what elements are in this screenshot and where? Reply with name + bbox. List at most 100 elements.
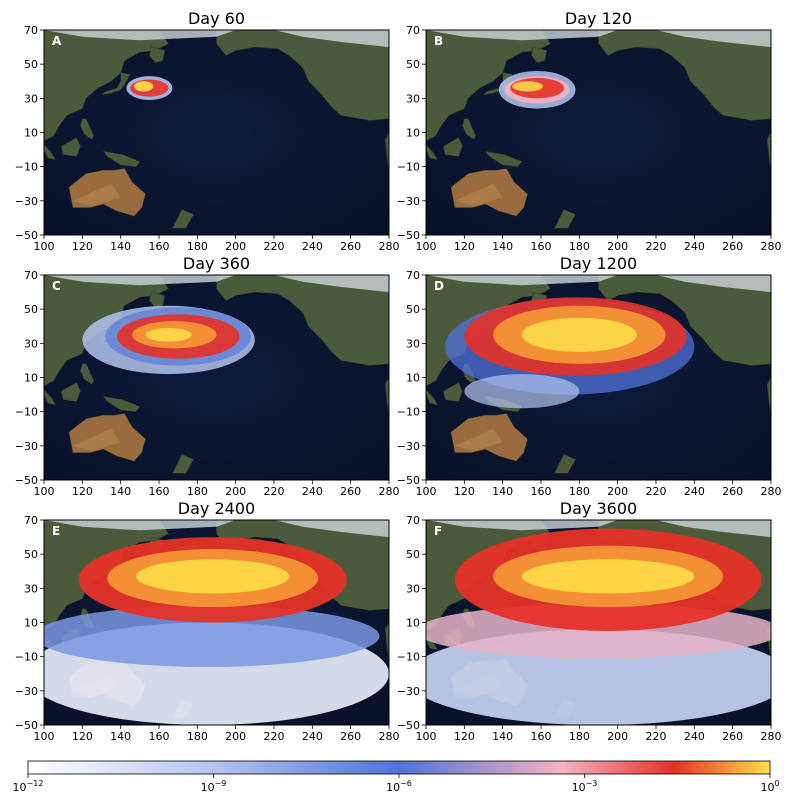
x-tick-label: 200 xyxy=(225,730,246,743)
new-zealand-landmass xyxy=(171,454,194,474)
kamchatka-landmass xyxy=(531,46,548,63)
panel-letter: E xyxy=(52,524,60,538)
y-tick-label: 50 xyxy=(24,548,38,561)
borneo-landmass xyxy=(61,137,81,157)
y-tick-label: 10 xyxy=(406,372,420,385)
arctic-ice xyxy=(426,30,618,41)
x-tick-label: 160 xyxy=(149,730,170,743)
x-tick-label: 100 xyxy=(34,485,55,498)
map-panel-e: E Day 2400 100 120 140 160 180 200 220 240 260 280 7… xyxy=(15,499,400,743)
y-tick-label: 10 xyxy=(24,372,38,385)
y-tick-label: 30 xyxy=(24,92,38,105)
x-tick-label: 220 xyxy=(264,485,285,498)
colorbar-tick-base: 10 xyxy=(386,781,400,792)
colorbar: 10−12 10−9 10−6 10−3 100 xyxy=(13,760,780,792)
colorbar-tick-base: 10 xyxy=(201,781,215,792)
borneo-landmass xyxy=(61,382,81,402)
plume-peak xyxy=(136,559,290,594)
plume xyxy=(498,71,576,109)
y-tick-label: −50 xyxy=(397,229,420,242)
x-tick-label: 180 xyxy=(187,485,208,498)
x-tick-label: 240 xyxy=(302,485,323,498)
north-america-landmass xyxy=(216,30,389,121)
x-tick-label: 260 xyxy=(722,240,743,253)
y-tick-label: 50 xyxy=(406,58,420,71)
plume xyxy=(445,297,695,409)
x-tick-label: 140 xyxy=(110,240,131,253)
x-tick-label: 280 xyxy=(379,240,400,253)
y-tick-label: −10 xyxy=(15,406,38,419)
arctic-ice-east xyxy=(656,30,771,48)
new-guinea-landmass xyxy=(102,150,141,167)
panel-letter: D xyxy=(434,279,444,293)
plume-peak xyxy=(145,327,192,342)
x-tick-label: 180 xyxy=(569,240,590,253)
map-panel-b: B Day 120 100 120 140 160 180 200 220 240 260 280 70… xyxy=(397,9,782,253)
colorbar-tick-label: 10−3 xyxy=(572,779,598,792)
y-tick-label: 50 xyxy=(24,58,38,71)
x-tick-label: 260 xyxy=(722,485,743,498)
arctic-ice-east xyxy=(656,275,771,293)
x-tick-label: 220 xyxy=(646,485,667,498)
x-tick-label: 160 xyxy=(531,730,552,743)
x-tick-label: 240 xyxy=(684,485,705,498)
x-tick-label: 160 xyxy=(149,240,170,253)
y-tick-label: 50 xyxy=(24,303,38,316)
x-tick-label: 260 xyxy=(722,730,743,743)
south-america-landmass xyxy=(384,621,389,661)
y-tick-label: 30 xyxy=(406,92,420,105)
x-tick-label: 220 xyxy=(646,240,667,253)
y-tick-label: 70 xyxy=(24,269,38,282)
y-tick-label: −50 xyxy=(397,474,420,487)
y-tick-label: −30 xyxy=(15,685,38,698)
x-tick-label: 160 xyxy=(531,240,552,253)
desert-landmass xyxy=(454,183,503,206)
desert-landmass xyxy=(72,428,121,451)
colorbar-tick-exponent: −9 xyxy=(215,779,227,788)
plume-peak xyxy=(512,81,543,92)
colorbar-tick-label: 10−12 xyxy=(13,779,44,792)
x-tick-label: 260 xyxy=(340,730,361,743)
philippines-landmass xyxy=(80,363,95,385)
colorbar-tick-base: 10 xyxy=(13,781,27,792)
x-tick-label: 140 xyxy=(492,730,513,743)
y-tick-label: −50 xyxy=(15,229,38,242)
plume-peak xyxy=(134,81,154,92)
japan-landmass xyxy=(100,72,131,96)
panel-letter: A xyxy=(52,34,62,48)
philippines-landmass xyxy=(462,118,477,140)
north-america-landmass xyxy=(216,275,389,366)
colorbar-tick-base: 10 xyxy=(760,781,774,792)
north-america-landmass xyxy=(598,30,771,121)
x-tick-label: 140 xyxy=(110,730,131,743)
new-zealand-landmass xyxy=(553,209,576,229)
colorbar-tick-exponent: −12 xyxy=(27,779,44,788)
colorbar-tick-label: 10−9 xyxy=(201,779,227,792)
x-tick-label: 280 xyxy=(761,240,782,253)
y-tick-label: −50 xyxy=(15,474,38,487)
kamchatka-landmass xyxy=(149,46,166,63)
y-tick-label: 30 xyxy=(406,337,420,350)
x-tick-label: 120 xyxy=(72,730,93,743)
arctic-ice xyxy=(44,520,236,531)
x-tick-label: 200 xyxy=(607,485,628,498)
x-tick-label: 200 xyxy=(607,240,628,253)
sumatra-landmass xyxy=(44,144,56,161)
colorbar-tick-base: 10 xyxy=(572,781,586,792)
x-tick-label: 280 xyxy=(761,730,782,743)
south-america-landmass xyxy=(766,131,771,171)
x-tick-label: 200 xyxy=(225,240,246,253)
y-tick-label: −10 xyxy=(15,161,38,174)
colorbar-tick-label: 10−6 xyxy=(386,779,412,792)
x-tick-label: 140 xyxy=(492,240,513,253)
arctic-ice-east xyxy=(274,275,389,293)
plume-tropical xyxy=(464,374,580,409)
x-tick-label: 280 xyxy=(761,485,782,498)
x-tick-label: 120 xyxy=(454,485,475,498)
x-tick-label: 100 xyxy=(416,730,437,743)
y-tick-label: 10 xyxy=(24,617,38,630)
x-tick-label: 120 xyxy=(72,240,93,253)
arctic-ice-east xyxy=(274,30,389,48)
x-tick-label: 180 xyxy=(569,485,590,498)
panel-title: Day 3600 xyxy=(560,499,637,518)
